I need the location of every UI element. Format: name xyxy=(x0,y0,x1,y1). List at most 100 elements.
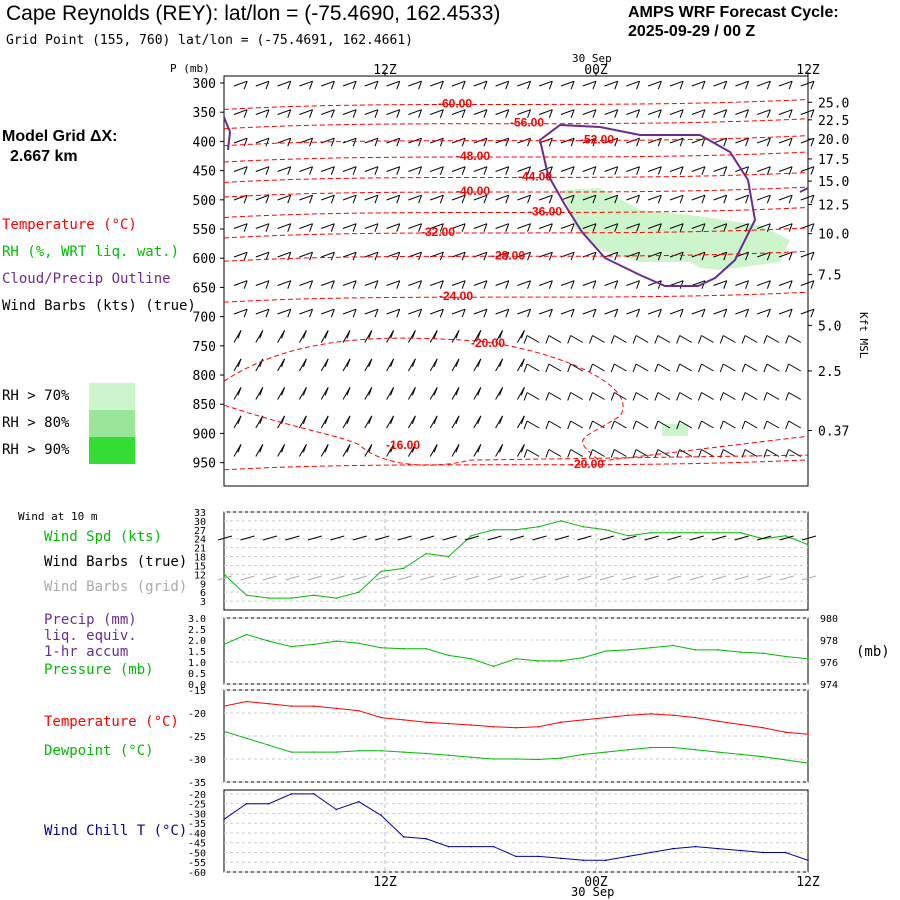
wind-barb xyxy=(800,166,815,172)
legend-wind-speed: Wind Spd (kts) xyxy=(44,529,163,545)
wind-barb-flag xyxy=(636,252,641,261)
wind-barb-flag xyxy=(698,449,702,458)
bottom-date-label: 30 Sep xyxy=(571,885,615,899)
wind-barb-flag xyxy=(614,138,619,147)
wind-speed-line-point xyxy=(627,534,630,537)
wind-chill-line-point xyxy=(447,845,450,848)
dewpoint-line-point xyxy=(492,758,495,760)
wind-barb xyxy=(408,223,422,229)
legend-rh80: RH > 80% xyxy=(2,415,70,431)
surface-wind-barb xyxy=(262,535,278,541)
wind-barb xyxy=(321,223,335,229)
wind-barb-flag xyxy=(461,195,466,204)
wind-barb-flag xyxy=(527,280,532,289)
wind-barb xyxy=(735,109,749,115)
wind-barb-flag xyxy=(265,223,270,232)
wind-barb xyxy=(766,363,780,372)
wind-barb xyxy=(539,109,553,115)
wind-barb xyxy=(635,420,649,429)
wind-barb xyxy=(723,363,736,372)
pressure-line-point xyxy=(694,649,697,651)
pressure-tick-label: 600 xyxy=(193,252,216,267)
surface-wind-barb-grid xyxy=(622,575,637,581)
wind-barb-flag xyxy=(483,81,488,90)
wind-barb xyxy=(517,166,531,172)
wind-barb xyxy=(604,109,618,115)
wind-barb xyxy=(626,223,640,229)
wind-barb-flag xyxy=(785,335,790,344)
wind-barb xyxy=(408,137,422,144)
wind-barb-flag xyxy=(745,280,750,289)
wind-barb-flag xyxy=(548,109,553,118)
wind-barb xyxy=(570,363,584,372)
wind-barb xyxy=(430,280,444,286)
cloud-outline-left xyxy=(223,116,232,151)
wind-barb-flag xyxy=(570,309,575,318)
surface-wind-barb xyxy=(689,535,704,541)
wind-barb-flag xyxy=(418,309,423,318)
wind-barb xyxy=(735,194,749,201)
wind-barb-flag xyxy=(352,166,357,175)
wind-barb-flag xyxy=(567,392,572,401)
pressure-line-point xyxy=(290,645,293,648)
wind-barb-flag xyxy=(614,109,619,118)
surface-wind-barb-grid xyxy=(352,575,367,581)
wind-barb xyxy=(408,308,422,315)
wind-barb-flag xyxy=(570,223,575,232)
wind-barb-flag xyxy=(527,166,532,175)
dewpoint-line-point xyxy=(627,749,630,751)
wind-barb xyxy=(364,280,379,286)
wind-barb-flag xyxy=(614,166,619,175)
wind-barb xyxy=(723,420,736,429)
wind-barb xyxy=(800,80,815,87)
temperature-panel-border xyxy=(223,689,809,783)
wind-barb-flag xyxy=(719,335,724,344)
wind-barb xyxy=(701,449,714,457)
wind-barb xyxy=(277,223,291,229)
wind-barb-flag xyxy=(439,223,444,232)
wind-barb-flag xyxy=(570,109,575,118)
wind-barb-flag xyxy=(483,138,488,147)
pressure-line-point xyxy=(268,640,270,642)
wind-barb-flag xyxy=(592,138,597,147)
wind-speed-line-point xyxy=(492,529,495,531)
wind-barb-flag xyxy=(237,358,242,368)
wind-barb xyxy=(517,223,531,229)
wind-barb-flag xyxy=(483,223,488,232)
wind-barb-flag xyxy=(237,387,242,396)
wind-speed-line-point xyxy=(380,570,383,573)
wind-barb xyxy=(766,392,780,400)
temperature-line-point xyxy=(470,724,472,726)
wind-speed-line-point xyxy=(357,591,360,593)
wind-barb-flag xyxy=(237,330,242,339)
wind-barb-flag xyxy=(679,252,684,261)
wind-barb xyxy=(299,166,313,172)
wind-barb xyxy=(539,223,553,229)
wind-barb xyxy=(744,363,758,372)
wind-barb xyxy=(766,420,780,429)
pressure-line-point xyxy=(492,665,495,668)
pressure-panel: 3.02.52.01.51.00.50.0 980 978 976 974 xyxy=(188,614,838,691)
wind-barb-flag xyxy=(723,252,728,261)
temperature-line xyxy=(223,700,809,735)
pressure-tick-label: 978 xyxy=(820,636,838,647)
wind-barb-flag xyxy=(330,280,335,289)
wind-barb-flag xyxy=(368,330,373,339)
wind-barb-flag xyxy=(477,387,482,396)
wind-chill-line-point xyxy=(492,845,495,848)
wind-barb-flag xyxy=(374,252,379,261)
wind-barb xyxy=(701,363,714,372)
wind-barb-flag xyxy=(237,415,242,425)
wind-barb-flag xyxy=(237,444,242,453)
wind-barb-flag xyxy=(567,449,572,458)
wind-barb-flag xyxy=(679,81,684,90)
wind-chill-line-point xyxy=(694,845,697,848)
wind-barb xyxy=(539,308,553,315)
wind-barb xyxy=(648,280,662,286)
temperature-contour-label: -44.00 xyxy=(518,169,552,183)
wind-barb-flag xyxy=(396,280,401,289)
wind-barb xyxy=(299,109,313,115)
wind-barb xyxy=(408,194,422,201)
dewpoint-line-point xyxy=(402,751,405,753)
